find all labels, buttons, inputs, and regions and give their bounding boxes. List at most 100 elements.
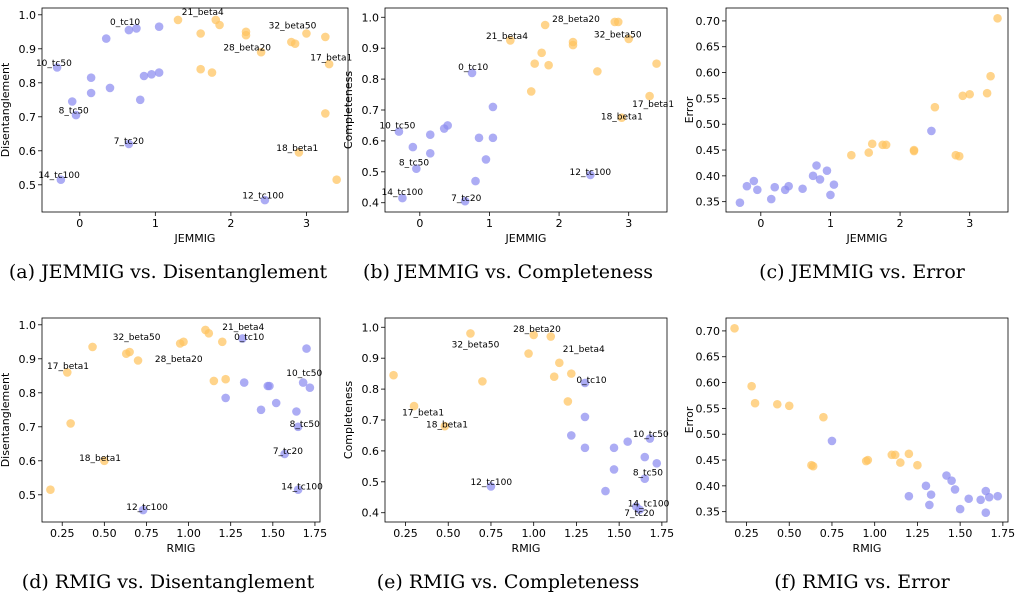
panel-caption: (e) RMIG vs. Completeness	[377, 571, 640, 593]
point-annotation: 32_beta50	[113, 333, 161, 343]
scatter-point-orange	[215, 20, 224, 30]
scatter-point-orange	[982, 88, 992, 98]
point-annotation: 17_beta1	[402, 408, 444, 418]
scatter-point-blue	[812, 161, 821, 170]
y-tick-label: 0.50	[696, 118, 721, 131]
chart-panel-1: 0 1 2 3 0.5 0.6 0.7 0.8 0.9 1.0 JEMMIG Disentanglem…	[0, 7, 352, 283]
x-tick-label: 0	[416, 217, 423, 230]
x-tick-label: 1.75	[303, 527, 328, 540]
scatter-point-orange	[881, 140, 891, 150]
y-tick-label: 0.70	[696, 15, 721, 28]
scatter-point-blue	[474, 133, 484, 143]
scatter-point-orange	[993, 14, 1002, 23]
point-annotation: 21_beta4	[182, 8, 224, 18]
scatter-point-blue	[302, 344, 311, 353]
y-tick-label: 0.70	[696, 325, 721, 338]
y-tick-label: 0.6	[19, 145, 37, 158]
chart-panel-4: 0.25 0.50 0.75 1.00 1.25 1.50 1.75 0.5 0.6 0.7 0.8…	[0, 317, 328, 593]
scatter-point-blue	[86, 88, 96, 98]
scatter-point-orange	[530, 59, 540, 68]
y-tick-label: 0.60	[696, 377, 721, 390]
scatter-point-blue	[822, 166, 832, 175]
scatter-point-blue	[566, 431, 576, 440]
scatter-point-orange	[867, 139, 877, 149]
scatter-point-orange	[179, 337, 188, 347]
point-annotation: 7_tc20	[451, 194, 481, 204]
scatter-point-blue	[770, 182, 780, 192]
y-tick-label: 0.5	[362, 166, 380, 179]
scatter-point-orange	[904, 449, 914, 459]
scatter-point-blue	[652, 458, 662, 468]
x-tick-label: 0.50	[777, 527, 802, 540]
scatter-point-blue	[271, 398, 281, 408]
x-tick-label: 3	[966, 217, 973, 230]
y-tick-label: 0.35	[696, 506, 721, 519]
y-axis-label: Error	[683, 406, 696, 433]
scatter-point-blue	[798, 184, 807, 194]
y-tick-label: 0.7	[362, 414, 380, 427]
x-tick-label: 0.50	[92, 527, 117, 540]
x-tick-label: 0.25	[50, 527, 75, 540]
y-tick-label: 0.4	[362, 507, 380, 520]
chart-panel-6: 0.25 0.50 0.75 1.00 1.25 1.50 1.75 0.35 0.40 0.45…	[683, 317, 1015, 593]
point-annotation: 7_tc20	[624, 509, 654, 519]
scatter-point-orange	[540, 20, 550, 30]
scatter-point-blue	[256, 405, 266, 415]
scatter-point-orange	[593, 67, 602, 76]
y-tick-label: 1.0	[19, 319, 37, 332]
point-annotation: 18_beta1	[276, 144, 318, 154]
x-axis-label: JEMMIG	[846, 232, 888, 245]
x-tick-label: 1	[486, 217, 493, 230]
y-axis-label: Disentanglement	[0, 372, 12, 467]
scatter-point-orange	[808, 461, 818, 471]
scatter-point-orange	[321, 32, 330, 42]
point-annotation: 14_tc100	[382, 188, 424, 198]
scatter-point-orange	[466, 329, 475, 338]
scatter-point-orange	[930, 102, 940, 112]
y-tick-label: 0.8	[19, 77, 37, 90]
scatter-point-blue	[947, 476, 956, 485]
scatter-point-orange	[954, 151, 964, 161]
scatter-point-orange	[526, 87, 536, 96]
panel-caption: (b) JEMMIG vs. Completeness	[363, 261, 653, 283]
point-annotation: 17_beta1	[310, 54, 352, 64]
scatter-point-blue	[265, 381, 274, 391]
scatter-point-blue	[955, 504, 965, 514]
scatter-point-blue	[921, 481, 931, 491]
scatter-point-orange	[784, 401, 794, 411]
scatter-point-blue	[280, 449, 289, 459]
point-annotation: 28_beta20	[552, 15, 600, 25]
chart-panel-3: 0 1 2 3 0.35 0.40 0.45 0.50 0.55 0.60 0.65 0.70 JEMM…	[683, 7, 1009, 283]
scatter-point-blue	[147, 70, 156, 79]
panel-caption: (f) RMIG vs. Error	[774, 571, 950, 593]
point-annotation: 8_tc50	[399, 159, 429, 169]
scatter-point-blue	[827, 436, 837, 446]
x-tick-label: 1	[152, 217, 159, 230]
scatter-point-orange	[125, 347, 134, 357]
scatter-point-blue	[640, 452, 650, 462]
scatter-point-orange	[890, 450, 900, 460]
scatter-point-orange	[321, 109, 330, 118]
scatter-point-orange	[506, 36, 515, 45]
y-tick-label: 0.9	[362, 42, 380, 55]
scatter-point-blue	[640, 474, 650, 484]
scatter-point-orange	[896, 458, 905, 467]
x-axis-label: JEMMIG	[505, 232, 547, 245]
scatter-point-blue	[425, 148, 435, 158]
x-tick-label: 1.00	[176, 527, 201, 540]
point-annotation: 8_tc50	[633, 469, 663, 479]
x-tick-label: 0.25	[393, 527, 418, 540]
scatter-point-orange	[290, 39, 300, 48]
x-tick-label: 0.25	[734, 527, 759, 540]
scatter-point-orange	[207, 68, 217, 77]
y-tick-label: 1.0	[362, 321, 380, 334]
axes-frame	[725, 317, 1009, 523]
axes-frame	[725, 7, 1009, 213]
scatter-point-blue	[101, 34, 111, 43]
scatter-point-orange	[332, 175, 341, 184]
scatter-point-blue	[950, 485, 960, 494]
point-annotation: 17_beta1	[47, 362, 89, 372]
point-annotation: 21_beta4	[486, 32, 528, 42]
point-annotation: 10_tc50	[36, 59, 72, 69]
scatter-point-orange	[100, 456, 109, 466]
